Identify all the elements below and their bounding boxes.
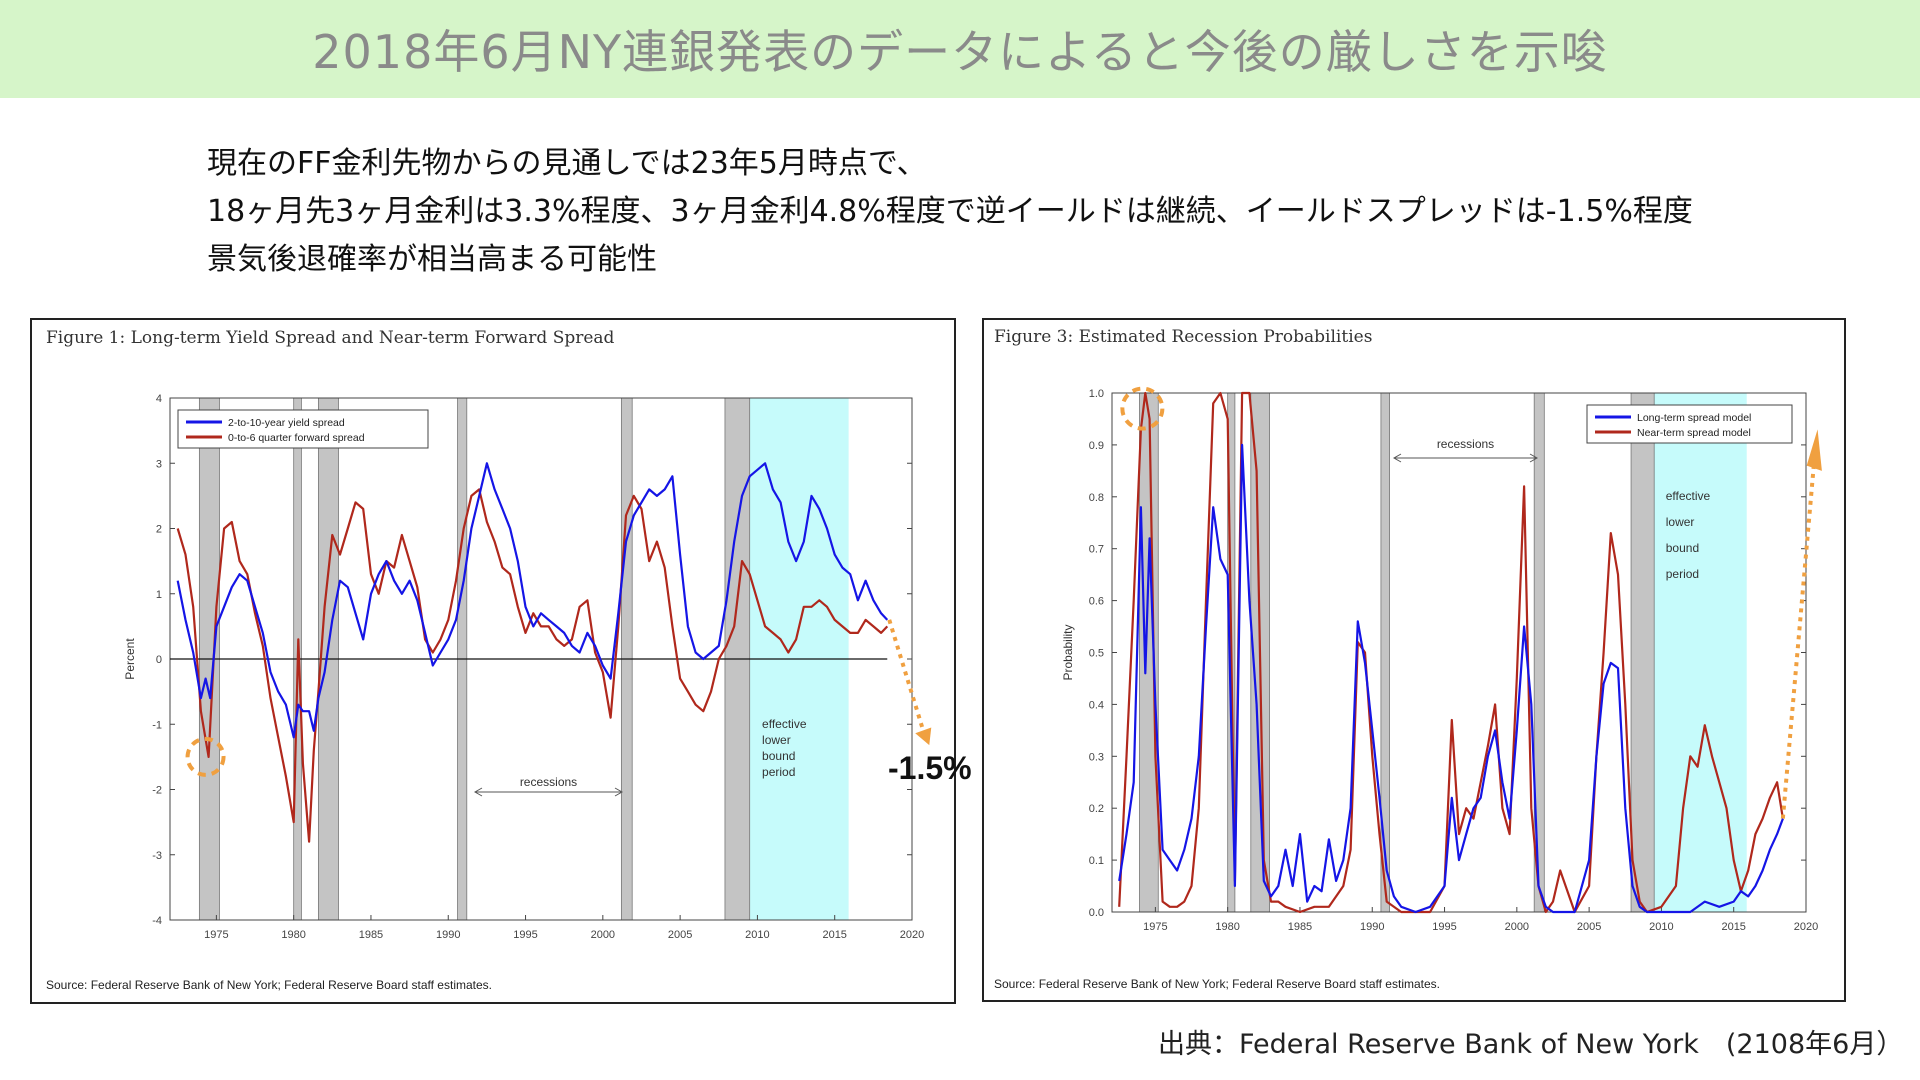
body-text: 現在のFF金利先物からの見通しでは23年5月時点で、 18ヶ月先3ヶ月金利は3.… <box>207 140 1693 284</box>
legend-box <box>177 409 429 449</box>
elb-label: effective <box>762 717 807 731</box>
forecast-arrowhead <box>915 727 932 746</box>
y-tick-label: 0.5 <box>1089 648 1104 660</box>
y-tick-label: 0.1 <box>1089 855 1104 867</box>
source-note: Source: Federal Reserve Bank of New York… <box>46 978 492 992</box>
source-credit: 出典：Federal Reserve Bank of New York (210… <box>1158 1029 1904 1060</box>
x-tick-label: 2015 <box>1721 921 1745 933</box>
y-tick-label: 0.3 <box>1089 751 1104 763</box>
y-tick-label: 3 <box>156 458 162 470</box>
y-tick-label: 1.0 <box>1089 388 1104 400</box>
y-tick-label: 0.6 <box>1089 596 1104 608</box>
forecast-arrowhead <box>1806 429 1822 471</box>
x-tick-label: 1980 <box>1215 921 1239 933</box>
recessions-arrowhead-right <box>1529 453 1539 463</box>
elb-label: bound <box>762 749 795 763</box>
y-tick-label: 1 <box>156 589 162 601</box>
y-tick-label: 0.7 <box>1089 544 1104 556</box>
figure-1-panel: Figure 1: Long-term Yield Spread and Nea… <box>30 318 956 1004</box>
figure-3-chart: Figure 3: Estimated Recession Probabilit… <box>994 327 1822 991</box>
y-tick-label: -1 <box>152 719 162 731</box>
figure-1-chart: Figure 1: Long-term Yield Spread and Nea… <box>46 328 932 992</box>
recession-band <box>1630 392 1655 913</box>
body-line-1: 現在のFF金利先物からの見通しでは23年5月時点で、 <box>207 146 927 181</box>
x-tick-label: 1985 <box>359 929 383 941</box>
x-tick-label: 2015 <box>822 929 846 941</box>
recessions-arrowhead-right <box>614 787 624 797</box>
legend-entry: Near-term spread model <box>1637 427 1751 439</box>
x-tick-label: 1990 <box>1360 921 1384 933</box>
slide-title: 2018年6月NY連銀発表のデータによると今後の厳しさを示唆 <box>312 25 1608 79</box>
source-note: Source: Federal Reserve Bank of New York… <box>994 977 1440 991</box>
legend-box <box>1586 404 1793 444</box>
y-tick-label: -4 <box>152 915 162 927</box>
elb-label: period <box>762 765 795 779</box>
series-line-red <box>1118 391 1784 914</box>
figure-title: Figure 1: Long-term Yield Spread and Nea… <box>46 328 615 348</box>
x-tick-label: 2020 <box>1794 921 1818 933</box>
x-tick-label: 1990 <box>436 929 460 941</box>
forecast-arrow-line <box>887 619 928 738</box>
highlight-circle <box>185 736 226 777</box>
x-tick-label: 1995 <box>1432 921 1456 933</box>
legend-entry: 2-to-10-year yield spread <box>228 417 345 429</box>
y-tick-label: 0.2 <box>1089 803 1104 815</box>
y-tick-label: -3 <box>152 850 162 862</box>
body-line-2: 18ヶ月先3ヶ月金利は3.3%程度、3ヶ月金利4.8%程度で逆イールドは継続、イ… <box>207 194 1693 229</box>
x-tick-label: 2005 <box>668 929 692 941</box>
recessions-arrowhead-left <box>1392 453 1402 463</box>
x-tick-label: 2005 <box>1577 921 1601 933</box>
recession-band <box>1139 392 1159 913</box>
series-line-blue <box>1118 443 1784 914</box>
x-tick-label: 2000 <box>1505 921 1529 933</box>
x-tick-label: 2000 <box>591 929 615 941</box>
elb-label: lower <box>1666 515 1695 529</box>
x-tick-label: 2010 <box>745 929 769 941</box>
x-tick-label: 2020 <box>900 929 924 941</box>
y-tick-label: 0.0 <box>1089 907 1104 919</box>
elb-label: lower <box>762 733 791 747</box>
y-tick-label: 0.9 <box>1089 440 1104 452</box>
x-tick-label: 1995 <box>513 929 537 941</box>
elb-label: effective <box>1666 489 1711 503</box>
y-axis-label: Probability <box>1061 624 1075 680</box>
x-tick-label: 1975 <box>204 929 228 941</box>
y-tick-label: -2 <box>152 785 162 797</box>
y-tick-label: 0.8 <box>1089 492 1104 504</box>
y-tick-label: 0.4 <box>1089 699 1104 711</box>
figure-title: Figure 3: Estimated Recession Probabilit… <box>994 327 1372 347</box>
forecast-arrow-line <box>1780 455 1817 819</box>
recessions-label: recessions <box>1437 437 1494 451</box>
series-line-blue <box>176 462 889 739</box>
y-tick-label: 0 <box>156 654 162 666</box>
x-tick-label: 2010 <box>1649 921 1673 933</box>
y-tick-label: 2 <box>156 524 162 536</box>
title-bar: 2018年6月NY連銀発表のデータによると今後の厳しさを示唆 <box>0 0 1920 98</box>
highlight-circle <box>1120 386 1165 431</box>
y-tick-label: 4 <box>156 393 162 405</box>
recessions-arrowhead-left <box>473 787 483 797</box>
body-line-3: 景気後退確率が相当高まる可能性 <box>207 242 657 277</box>
elb-period-band <box>1646 393 1747 912</box>
legend-entry: 0-to-6 quarter forward spread <box>228 432 365 444</box>
x-tick-label: 1985 <box>1288 921 1312 933</box>
figure-3-panel: Figure 3: Estimated Recession Probabilit… <box>982 318 1846 1002</box>
spread-annotation: -1.5% <box>888 750 972 786</box>
legend-entry: Long-term spread model <box>1637 412 1751 424</box>
recessions-label: recessions <box>520 775 577 789</box>
x-tick-label: 1975 <box>1143 921 1167 933</box>
elb-label: period <box>1666 567 1699 581</box>
series-line-red <box>176 488 889 843</box>
elb-label: bound <box>1666 541 1699 555</box>
y-axis-label: Percent <box>123 638 137 680</box>
x-tick-label: 1980 <box>281 929 305 941</box>
